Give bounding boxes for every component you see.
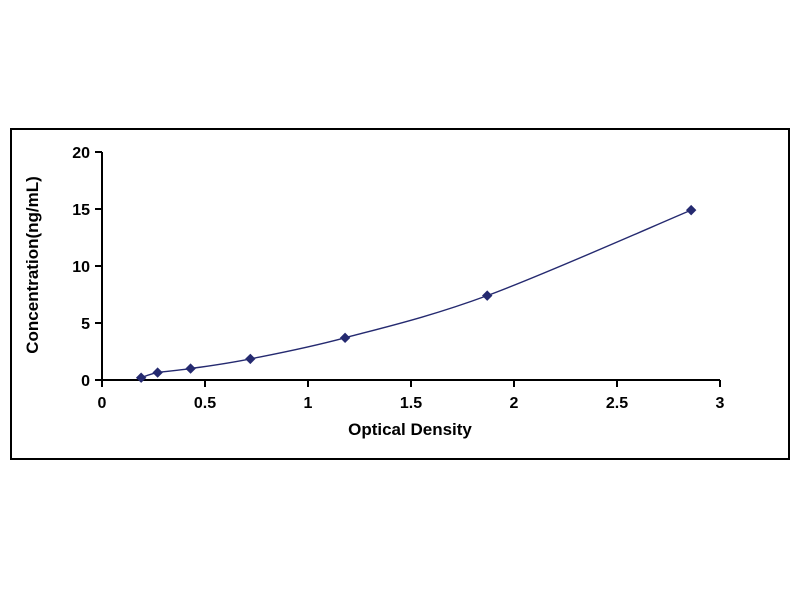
x-tick-label: 1.5	[400, 395, 422, 412]
x-tick-label: 0	[98, 395, 107, 412]
plot-dynamic: 0 0.5 1 1.5 2 2.5 3 0 5 10 15 20	[72, 145, 724, 412]
y-tick-label: 10	[72, 259, 90, 276]
x-axis-label: Optical Density	[348, 420, 472, 439]
y-tick-label: 15	[72, 202, 90, 219]
x-tick-label: 3	[716, 395, 725, 412]
y-tick-label: 5	[81, 316, 90, 333]
data-point-marker	[135, 372, 147, 383]
y-axis-label: Concentration(ng/mL)	[23, 176, 42, 354]
data-point-marker	[152, 367, 163, 378]
data-point-marker	[685, 204, 697, 216]
standard-curve-chart: 0 0.5 1 1.5 2 2.5 3 0 5 10 15 20 Optical Density Co…	[23, 145, 725, 439]
data-point-marker	[339, 332, 351, 344]
y-tick-label: 20	[72, 145, 90, 162]
x-tick-label: 1	[304, 395, 313, 412]
data-point-marker	[185, 363, 196, 374]
y-tick-label: 0	[81, 373, 90, 390]
data-point-marker	[482, 290, 493, 301]
data-point-marker	[245, 353, 256, 365]
x-tick-label: 2.5	[606, 395, 628, 412]
chart-frame: 0 0.5 1 1.5 2 2.5 3 0 5 10 15 20 Optical Density Co…	[10, 128, 790, 460]
curve-line	[140, 209, 692, 379]
x-tick-label: 0.5	[194, 395, 216, 412]
x-tick-label: 2	[510, 395, 519, 412]
